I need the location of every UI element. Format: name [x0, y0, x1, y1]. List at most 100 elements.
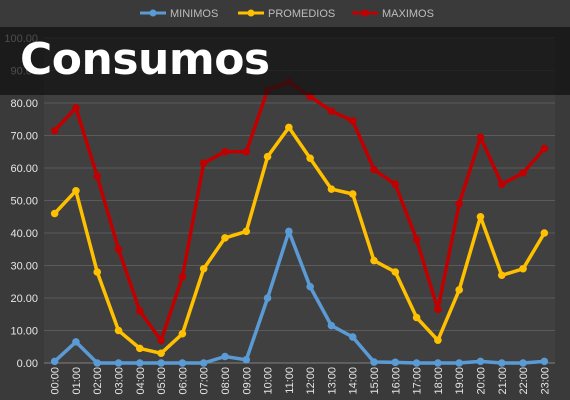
- y-tick-label: 70.00: [10, 131, 38, 143]
- x-tick-label: 17:00: [412, 367, 424, 395]
- data-point-minimos: [497, 359, 506, 367]
- x-tick-label: 11:00: [284, 367, 296, 394]
- data-point-minimos: [434, 359, 442, 367]
- legend-swatch-marker: [361, 9, 369, 17]
- x-tick-label: 02:00: [92, 367, 104, 395]
- x-tick-label: 01:00: [71, 367, 83, 395]
- data-point-maximos: [221, 147, 229, 156]
- data-point-minimos: [242, 355, 251, 364]
- title-band: [0, 27, 570, 95]
- x-tick-label: 05:00: [156, 367, 168, 395]
- y-tick-label: 0.00: [17, 358, 38, 370]
- data-point-maximos: [434, 305, 442, 314]
- data-point-minimos: [348, 333, 357, 341]
- data-point-minimos: [540, 357, 549, 366]
- data-point-maximos: [540, 144, 549, 153]
- data-point-promedios: [114, 326, 123, 335]
- data-point-maximos: [412, 235, 421, 244]
- data-point-maximos: [93, 172, 102, 180]
- data-point-minimos: [455, 359, 463, 367]
- legend-label: MINIMOS: [170, 8, 218, 20]
- data-point-maximos: [476, 133, 485, 141]
- data-point-promedios: [391, 268, 400, 276]
- data-point-promedios: [136, 344, 144, 353]
- data-point-minimos: [93, 359, 102, 367]
- data-point-promedios: [497, 271, 506, 280]
- data-point-maximos: [199, 159, 208, 167]
- data-point-promedios: [540, 229, 549, 237]
- data-point-minimos: [114, 359, 123, 367]
- data-point-minimos: [263, 294, 272, 302]
- data-point-maximos: [348, 117, 357, 125]
- x-tick-label: 13:00: [326, 367, 338, 395]
- y-tick-label: 80.00: [10, 98, 38, 110]
- data-point-promedios: [327, 185, 336, 193]
- data-point-maximos: [455, 199, 463, 208]
- data-point-maximos: [178, 273, 187, 281]
- x-tick-label: 12:00: [305, 367, 317, 395]
- data-point-maximos: [391, 180, 400, 189]
- data-point-minimos: [50, 357, 59, 366]
- data-point-minimos: [370, 358, 378, 366]
- legend-swatch-marker: [247, 9, 255, 17]
- data-point-minimos: [327, 321, 336, 330]
- y-tick-label: 30.00: [10, 261, 38, 273]
- data-point-promedios: [434, 336, 442, 345]
- data-point-minimos: [72, 338, 80, 346]
- x-tick-label: 03:00: [114, 367, 126, 395]
- series-line-promedios: [52, 125, 547, 356]
- data-point-promedios: [178, 329, 187, 338]
- data-point-promedios: [72, 186, 80, 195]
- data-point-promedios: [476, 212, 485, 221]
- y-tick-label: 60.00: [10, 163, 38, 175]
- y-tick-label: 20.00: [10, 293, 38, 305]
- legend-swatch-marker: [149, 9, 157, 17]
- data-point-maximos: [519, 169, 527, 177]
- x-tick-label: 23:00: [539, 367, 551, 395]
- overlay-title: Consumos: [20, 34, 270, 85]
- data-point-minimos: [136, 359, 144, 367]
- data-point-promedios: [157, 349, 165, 358]
- data-point-minimos: [391, 358, 400, 367]
- data-point-minimos: [412, 359, 421, 367]
- x-tick-label: 09:00: [241, 367, 253, 395]
- y-tick-label: 50.00: [10, 196, 38, 208]
- data-point-minimos: [157, 359, 165, 367]
- data-point-maximos: [327, 107, 336, 115]
- y-tick-label: 40.00: [10, 228, 38, 240]
- data-point-maximos: [50, 126, 59, 135]
- x-tick-label: 16:00: [390, 367, 402, 395]
- data-point-maximos: [497, 180, 506, 189]
- x-tick-label: 18:00: [433, 367, 445, 395]
- data-point-promedios: [199, 264, 208, 273]
- data-point-promedios: [242, 227, 251, 236]
- x-tick-label: 08:00: [220, 367, 232, 395]
- data-point-promedios: [348, 190, 357, 198]
- data-point-minimos: [221, 352, 229, 361]
- data-point-promedios: [306, 154, 314, 163]
- x-tick-label: 21:00: [497, 367, 509, 395]
- x-tick-label: 22:00: [518, 367, 530, 395]
- data-point-promedios: [263, 152, 272, 161]
- data-point-promedios: [519, 264, 527, 273]
- data-point-maximos: [136, 307, 144, 315]
- data-point-maximos: [370, 165, 378, 174]
- legend-label: MAXIMOS: [382, 8, 434, 20]
- x-tick-label: 00:00: [50, 367, 62, 395]
- legend-label: PROMEDIOS: [268, 8, 335, 20]
- data-point-promedios: [93, 268, 102, 276]
- data-point-maximos: [157, 336, 165, 345]
- data-point-promedios: [455, 286, 463, 294]
- data-point-minimos: [306, 282, 314, 291]
- y-tick-label: 10.00: [10, 326, 38, 338]
- data-point-promedios: [221, 234, 229, 242]
- data-point-minimos: [178, 359, 187, 367]
- x-tick-label: 19:00: [454, 367, 466, 395]
- x-tick-label: 10:00: [263, 367, 275, 395]
- data-point-minimos: [285, 227, 293, 236]
- x-tick-label: 06:00: [177, 367, 189, 395]
- data-point-promedios: [285, 123, 293, 132]
- data-point-promedios: [370, 256, 378, 265]
- x-tick-label: 15:00: [369, 367, 381, 395]
